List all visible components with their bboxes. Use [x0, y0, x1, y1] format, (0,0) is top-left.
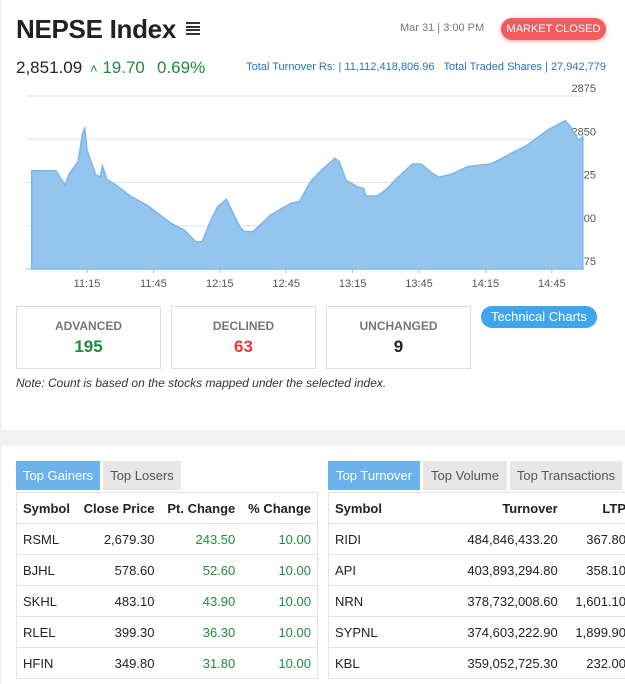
table-cell: 36.30: [160, 616, 242, 648]
market-status-badge: MARKET CLOSED: [501, 18, 606, 40]
table-cell: 578.60: [76, 554, 161, 586]
table-row[interactable]: HFIN 349.80 31.80 10.00: [16, 647, 318, 679]
top-gainers-table: Symbol Close Price Pt. Change% Change RSML 2…: [16, 492, 318, 679]
table-row[interactable]: RIDI 484,846,433.20 367.80: [328, 523, 625, 555]
table-header-row: Symbol Close Price Pt. Change% Change: [16, 492, 318, 524]
market-datetime: Mar 31 | 3:00 PM: [400, 22, 485, 34]
stat-label: DECLINED: [212, 319, 275, 333]
note: Note: Count is based on the stocks mappe…: [16, 376, 387, 390]
tab-top-transactions[interactable]: Top Transactions: [510, 461, 622, 490]
page-title: NEPSE Index: [16, 14, 176, 44]
table-cell: 359,052,725.30: [393, 647, 564, 679]
table-cell: 367.80: [563, 523, 625, 555]
symbol-link[interactable]: NRN: [328, 585, 394, 617]
menu-icon[interactable]: [186, 22, 200, 35]
symbol-link[interactable]: SYPNL: [328, 616, 394, 648]
x-tick-label: 12:45: [272, 278, 300, 290]
symbol-link[interactable]: RSML: [16, 523, 77, 555]
top-turnover-table: Symbol Turnover LTP RIDI 484,846,433.20 367.8…: [328, 492, 625, 679]
symbol-link[interactable]: RIDI: [328, 523, 394, 555]
tab-top-losers[interactable]: Top Losers: [103, 461, 181, 490]
totals: Total Turnover Rs: | 11,112,418,806.96 T…: [246, 61, 606, 73]
table-cell: 483.10: [76, 585, 161, 617]
table-header-row: Symbol Turnover LTP: [328, 492, 625, 524]
table-cell: 10.00: [241, 616, 318, 648]
table-cell: 243.50: [160, 523, 242, 555]
symbol-link[interactable]: SKHL: [16, 585, 77, 617]
table-row[interactable]: RSML 2,679.30 243.50 10.00: [16, 523, 318, 555]
table-cell: 2,679.30: [76, 523, 161, 555]
turnover-value: 11,112,418,806.96: [344, 61, 435, 73]
x-tick-label: 11:15: [74, 278, 101, 290]
table-row[interactable]: KBL 359,052,725.30 232.00: [328, 647, 625, 679]
table-cell: 484,846,433.20: [393, 523, 564, 555]
table-row[interactable]: BJHL 578.60 52.60 10.00: [16, 554, 318, 586]
arrow-up-icon: ˄: [90, 61, 98, 76]
table-row[interactable]: SYPNL 374,603,222.90 1,899.90: [328, 616, 625, 648]
table-cell: 358.10: [563, 554, 625, 586]
table-cell: 43.90: [160, 585, 242, 617]
stat-label: UNCHANGED: [359, 319, 438, 333]
table-row[interactable]: SKHL 483.10 43.90 10.00: [16, 585, 318, 617]
stat-advanced: ADVANCED 195: [16, 306, 161, 369]
table-cell: 1,601.10: [563, 585, 625, 617]
y-tick-label: 2850: [572, 126, 596, 138]
symbol-link[interactable]: API: [328, 554, 394, 586]
point-change-value: 19.70: [102, 58, 145, 77]
column-header[interactable]: Close Price: [76, 492, 161, 524]
stat-value: 9: [393, 337, 404, 356]
stat-value: 63: [234, 337, 253, 356]
table-cell: 378,732,008.60: [393, 585, 564, 617]
table-cell: 399.30: [76, 616, 161, 648]
stat-label: ADVANCED: [54, 319, 123, 333]
column-header[interactable]: % Change: [241, 492, 318, 524]
shares-label: Total Traded Shares |: [443, 61, 548, 73]
x-tick-label: 14:45: [538, 278, 566, 290]
x-tick-label: 13:15: [339, 278, 367, 290]
table-cell: 403,893,294.80: [393, 554, 564, 586]
column-header[interactable]: Symbol: [328, 492, 394, 524]
table-cell: 31.80: [160, 647, 242, 679]
table-cell: 232.00: [563, 647, 625, 679]
stat-unchanged: UNCHANGED 9: [326, 306, 471, 369]
y-tick-label: 2875: [572, 83, 596, 95]
table-cell: 52.60: [160, 554, 242, 586]
turnover-label: Total Turnover Rs: |: [246, 61, 342, 73]
tab-top-turnover[interactable]: Top Turnover: [328, 461, 420, 490]
x-tick-label: 12:15: [206, 278, 234, 290]
stat-value: 195: [74, 337, 103, 356]
column-header[interactable]: LTP: [563, 492, 625, 524]
symbol-link[interactable]: RLEL: [16, 616, 77, 648]
column-header[interactable]: Symbol: [16, 492, 77, 524]
table-row[interactable]: RLEL 399.30 36.30 10.00: [16, 616, 318, 648]
x-tick-label: 14:15: [472, 278, 500, 290]
index-area-series: [30, 119, 584, 270]
shares-value: 27,942,779: [550, 61, 606, 73]
table-cell: 10.00: [241, 647, 318, 679]
table-cell: 10.00: [241, 585, 318, 617]
table-row[interactable]: NRN 378,732,008.60 1,601.10: [328, 585, 625, 617]
table-cell: 10.00: [241, 554, 318, 586]
symbol-link[interactable]: BJHL: [16, 554, 77, 586]
symbol-link[interactable]: KBL: [328, 647, 394, 679]
column-header[interactable]: Turnover: [393, 492, 564, 524]
x-tick-label: 11:45: [140, 278, 167, 290]
symbol-link[interactable]: HFIN: [16, 647, 77, 679]
tab-top-gainers[interactable]: Top Gainers: [16, 461, 100, 490]
technical-charts-button[interactable]: Technical Charts: [481, 306, 597, 328]
table-cell: 374,603,222.90: [393, 616, 564, 648]
tab-top-volume[interactable]: Top Volume: [423, 461, 507, 490]
index-value: 2,851.09: [16, 58, 83, 77]
table-cell: 10.00: [241, 523, 318, 555]
percent-change: 0.69%: [157, 58, 206, 77]
table-cell: 1,899.90: [563, 616, 625, 648]
x-tick-label: 13:45: [405, 278, 433, 290]
stat-declined: DECLINED 63: [171, 306, 316, 369]
table-cell: 349.80: [76, 647, 161, 679]
point-change: ˄ 19.70: [90, 58, 145, 78]
column-header[interactable]: Pt. Change: [160, 492, 242, 524]
table-row[interactable]: API 403,893,294.80 358.10: [328, 554, 625, 586]
